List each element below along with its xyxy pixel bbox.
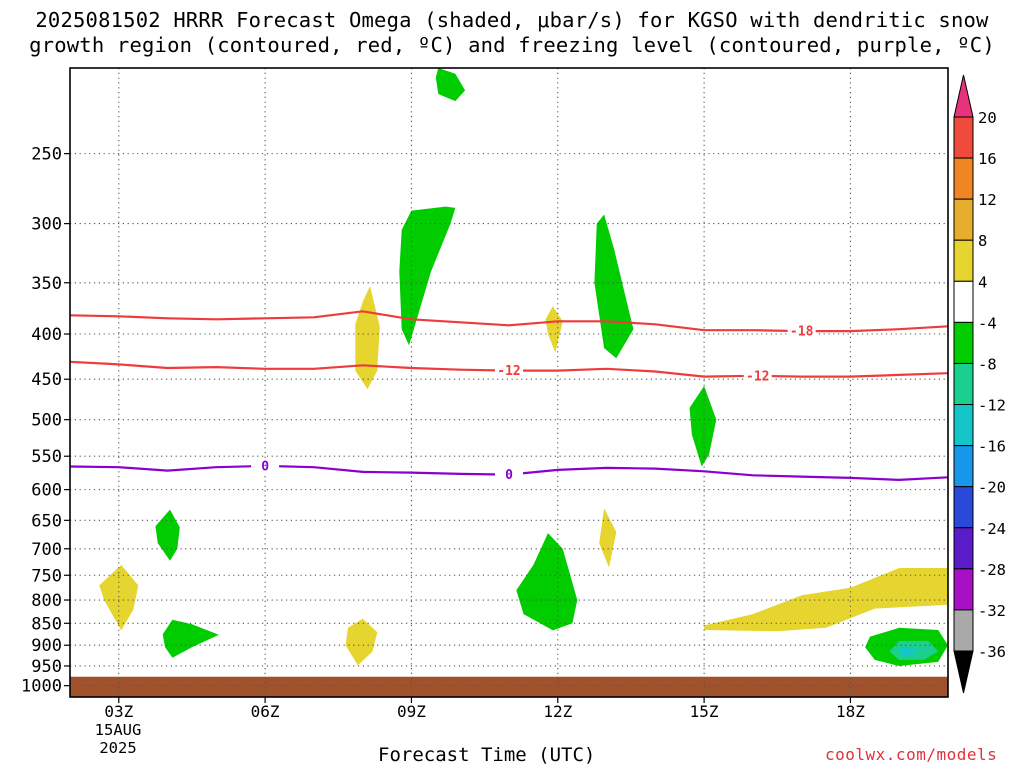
colorbar-box-4 xyxy=(953,239,974,282)
y-tick-label-700: 700 xyxy=(31,540,62,560)
omega-shaded-region-8 xyxy=(155,509,180,561)
y-tick-label-250: 250 xyxy=(31,145,62,165)
omega-shaded-region-4 xyxy=(545,306,563,353)
plot-area: -18 -12 -12 0 0 xyxy=(70,68,948,697)
omega-shaded-region-12 xyxy=(704,568,948,632)
omega-shaded-region-3 xyxy=(355,286,380,390)
colorbar-box-8 xyxy=(953,404,974,447)
omega-shaded-region-11 xyxy=(345,618,378,666)
y-tick-label-400: 400 xyxy=(31,325,62,345)
colorbar-box-9 xyxy=(953,445,974,488)
colorbar-label-5: -4 xyxy=(978,314,997,332)
terrain-block xyxy=(70,676,948,697)
colorbar-box-6 xyxy=(953,321,974,364)
omega-shaded-region-7 xyxy=(516,533,578,631)
y-tick-label-800: 800 xyxy=(31,591,62,611)
colorbar-label-11: -28 xyxy=(978,561,1006,579)
colorbar-box-12 xyxy=(953,568,974,611)
colorbar-box-11 xyxy=(953,527,974,570)
colorbar-label-7: -12 xyxy=(978,397,1006,415)
colorbar-label-1: 16 xyxy=(978,150,997,168)
contour-label-0: -18 xyxy=(790,325,814,340)
date-label-day: 15AUG xyxy=(94,721,142,739)
colorbar-box-1 xyxy=(953,116,974,159)
y-tick-label-650: 650 xyxy=(31,511,62,531)
contour-label-4: 0 xyxy=(505,468,513,483)
x-tick-label-12Z: 12Z xyxy=(543,702,572,721)
colorbar-label-2: 12 xyxy=(978,191,997,209)
x-tick-label-03Z: 03Z xyxy=(104,702,133,721)
omega-shaded-region-1 xyxy=(399,206,456,346)
omega-shaded-region-15 xyxy=(899,647,917,656)
x-tick-label-09Z: 09Z xyxy=(397,702,426,721)
contour-label-3: 0 xyxy=(261,459,269,474)
colorbar-box-5 xyxy=(953,280,974,323)
contour-label-1: -12 xyxy=(497,364,520,379)
y-tick-label-350: 350 xyxy=(31,274,62,294)
colorbar-label-4: 4 xyxy=(978,273,987,291)
y-tick-label-950: 950 xyxy=(31,657,62,677)
plot-frame xyxy=(69,67,949,698)
colorbar-label-12: -32 xyxy=(978,602,1006,620)
omega-shaded-region-0 xyxy=(435,68,466,102)
colorbar-label-9: -20 xyxy=(978,479,1006,497)
contour-label-bg-3 xyxy=(251,457,280,474)
colorbar-top-arrow xyxy=(953,74,974,118)
contour-label-bg-0 xyxy=(787,323,816,340)
x-axis-title: Forecast Time (UTC) xyxy=(378,744,596,766)
omega-shaded-region-6 xyxy=(599,508,617,568)
source-credit[interactable]: coolwx.com/models xyxy=(825,745,998,764)
colorbar-box-7 xyxy=(953,362,974,406)
chart-title-line2: growth region (contoured, red, ºC) and f… xyxy=(29,33,995,57)
omega-shaded-region-2 xyxy=(594,214,634,359)
y-tick-label-450: 450 xyxy=(31,370,62,390)
y-tick-label-850: 850 xyxy=(31,614,62,634)
x-tick-label-15Z: 15Z xyxy=(690,702,719,721)
contour-line-0 xyxy=(70,310,948,333)
contour-label-2: -12 xyxy=(746,369,769,384)
x-tick-label-06Z: 06Z xyxy=(251,702,280,721)
colorbar-box-13 xyxy=(953,609,974,652)
chart-title-line1: 2025081502 HRRR Forecast Omega (shaded, … xyxy=(35,8,989,32)
date-label-year: 2025 xyxy=(99,739,137,757)
omega-shaded-region-9 xyxy=(162,619,219,658)
colorbar-label-8: -16 xyxy=(978,438,1006,456)
x-tick-label-18Z: 18Z xyxy=(836,702,865,721)
y-tick-label-750: 750 xyxy=(31,566,62,586)
y-tick-label-1000: 1000 xyxy=(21,677,62,697)
y-tick-label-500: 500 xyxy=(31,411,62,431)
omega-shaded-region-10 xyxy=(99,564,139,631)
colorbar-label-13: -36 xyxy=(978,643,1006,661)
y-tick-label-300: 300 xyxy=(31,215,62,235)
y-tick-label-900: 900 xyxy=(31,636,62,656)
colorbar-label-6: -8 xyxy=(978,355,997,373)
contour-label-bg-4 xyxy=(495,466,523,483)
contour-label-bg-2 xyxy=(743,367,772,384)
colorbar-label-3: 8 xyxy=(978,232,987,250)
y-tick-label-550: 550 xyxy=(31,447,62,467)
contour-label-bg-1 xyxy=(495,362,523,379)
colorbar-box-10 xyxy=(953,486,974,529)
colorbar-box-2 xyxy=(953,157,974,200)
omega-shaded-region-5 xyxy=(689,386,717,467)
colorbar-box-3 xyxy=(953,198,974,241)
colorbar-label-0: 20 xyxy=(978,109,997,127)
y-tick-label-600: 600 xyxy=(31,481,62,501)
colorbar-label-10: -24 xyxy=(978,520,1006,538)
colorbar-bottom-arrow xyxy=(953,650,974,694)
